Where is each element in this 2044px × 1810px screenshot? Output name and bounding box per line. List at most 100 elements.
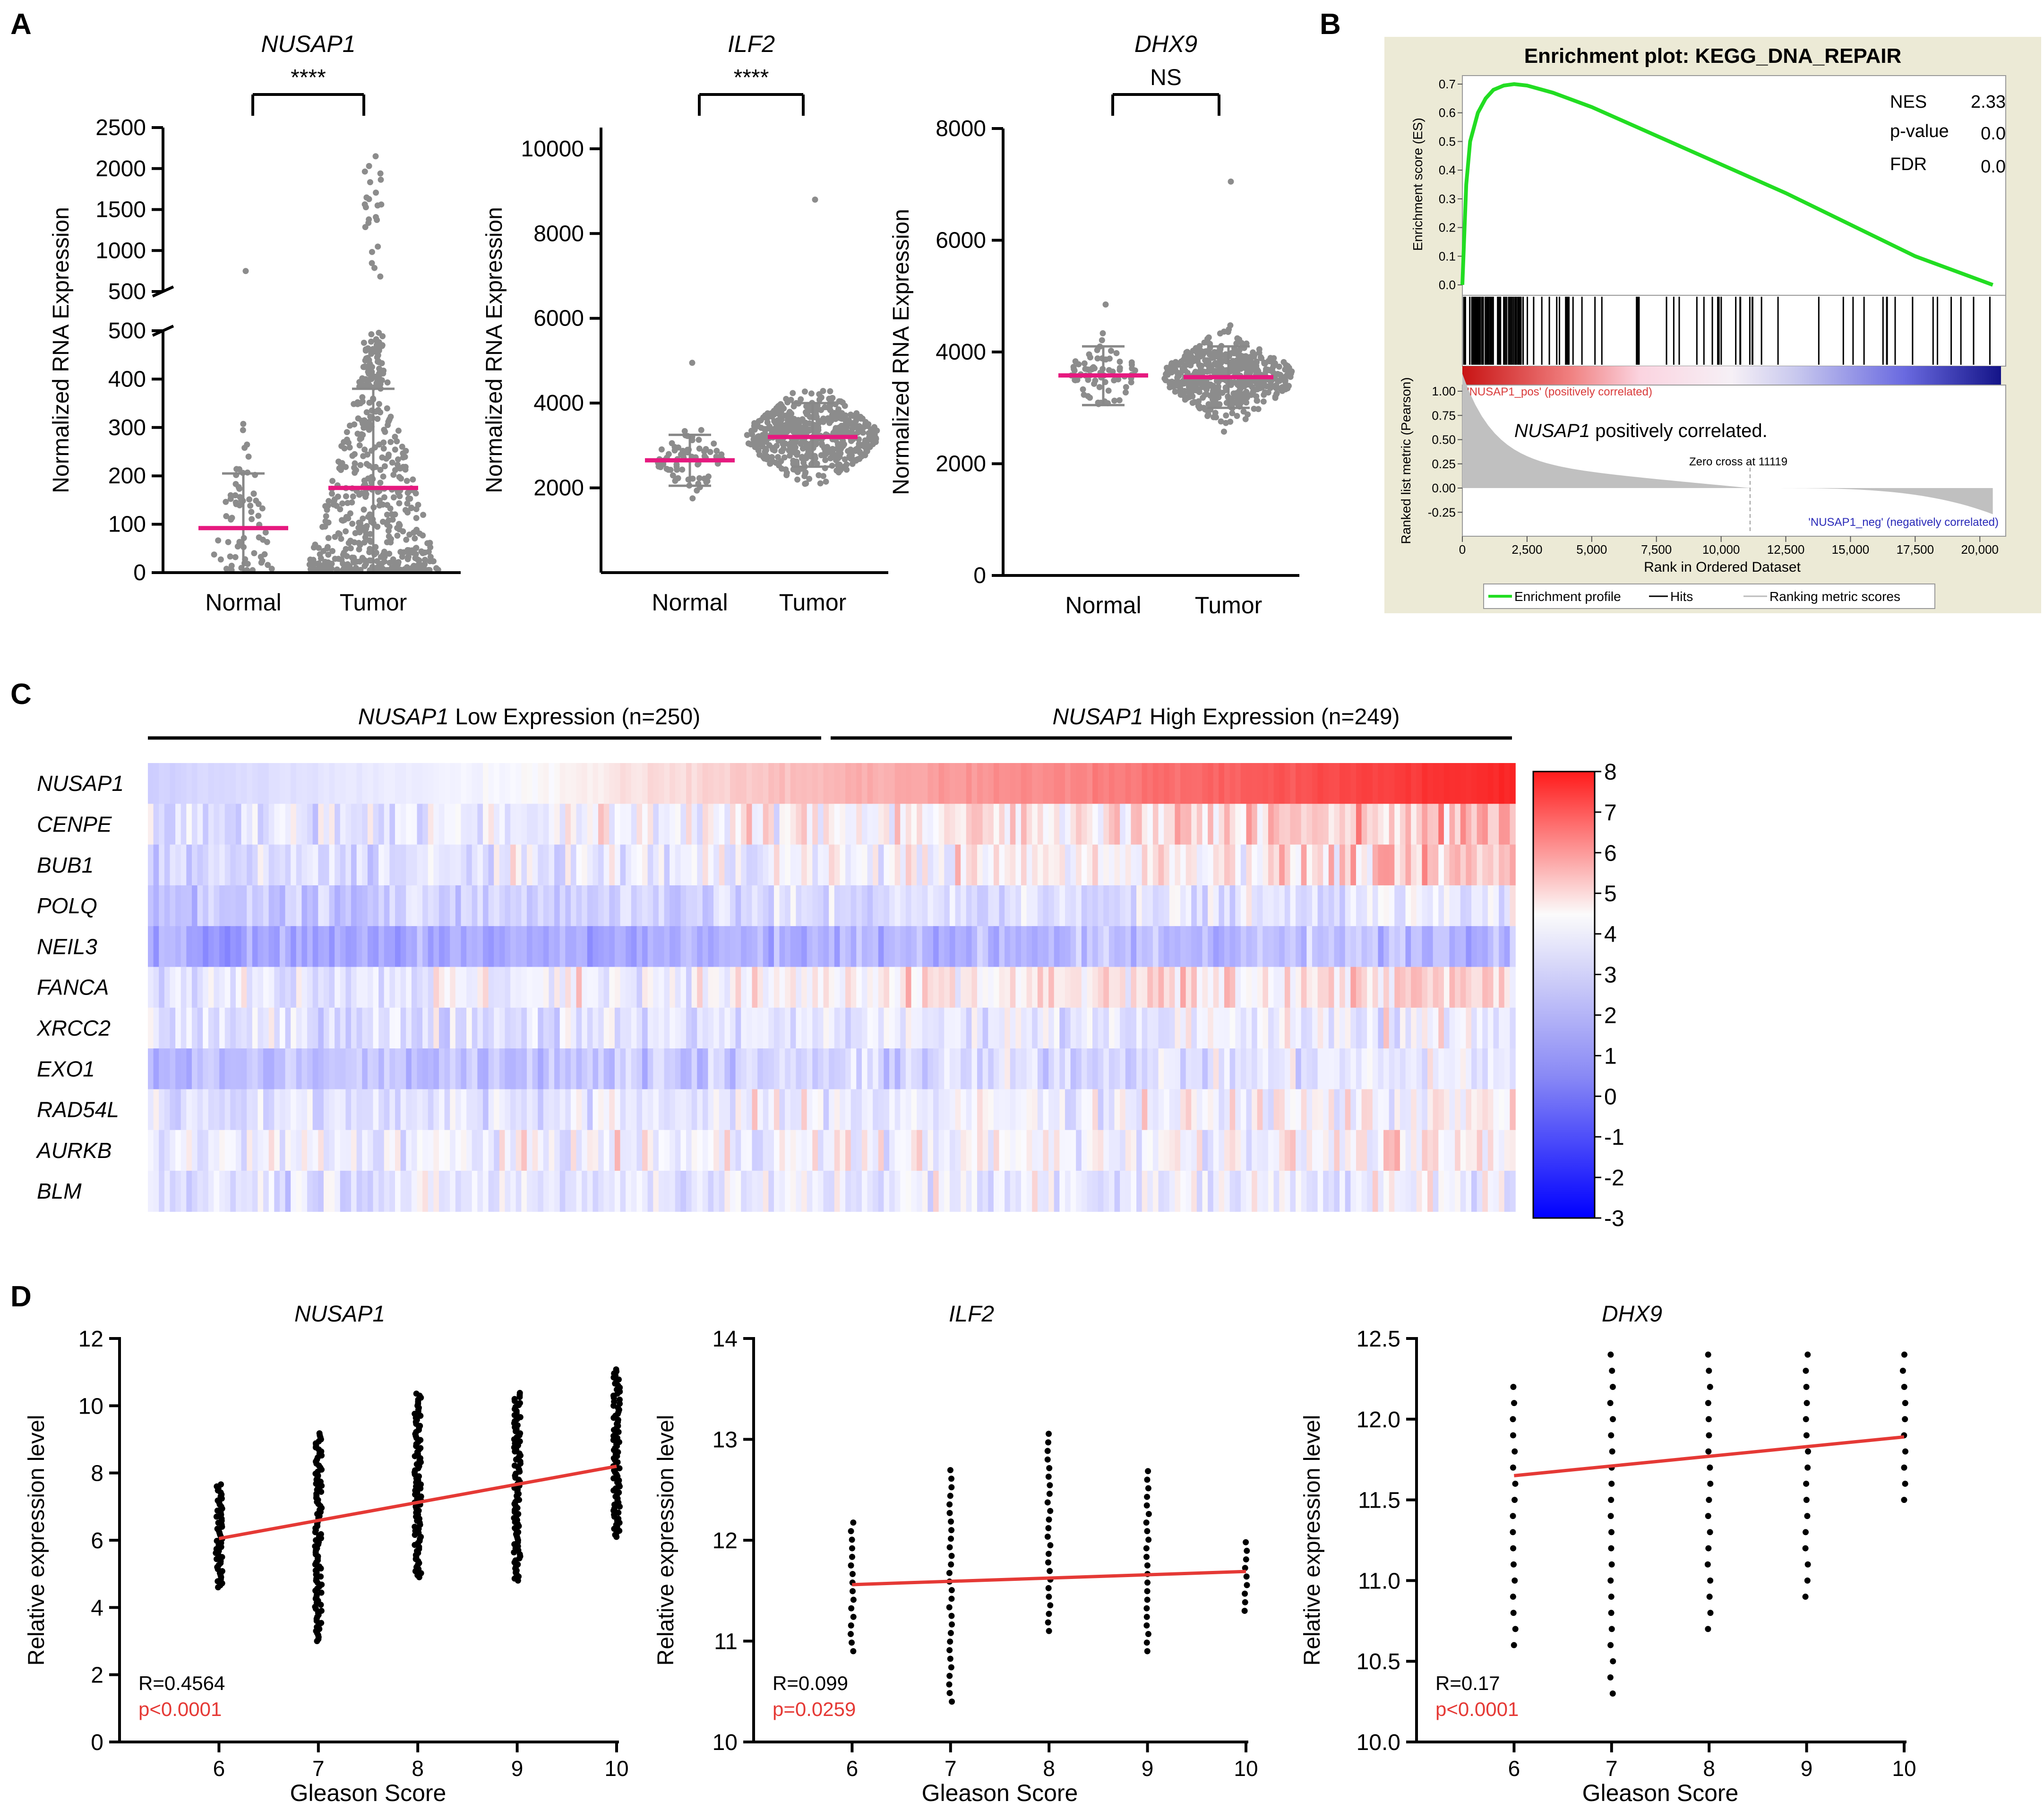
data-point — [347, 422, 353, 429]
heatmap-cell — [664, 1007, 670, 1049]
heatmap-cell — [691, 844, 698, 886]
data-point — [245, 453, 252, 460]
heatmap-cell — [538, 885, 544, 926]
data-point — [1205, 411, 1211, 418]
heatmap-cell — [823, 1089, 829, 1131]
heatmap-cell — [834, 967, 841, 1008]
heatmap-cell — [1152, 1048, 1159, 1089]
data-point — [387, 505, 394, 512]
heatmap-cell — [1262, 1089, 1269, 1131]
data-point — [227, 496, 234, 502]
data-point — [369, 249, 375, 255]
heatmap-cell — [653, 1171, 659, 1212]
heatmap-cell — [741, 804, 747, 845]
heatmap-cell — [1493, 844, 1499, 886]
heatmap-cell — [351, 1171, 357, 1212]
data-point — [1205, 401, 1212, 408]
data-point — [760, 454, 766, 460]
heatmap-cell — [982, 1130, 989, 1171]
heatmap-cell — [933, 1171, 939, 1212]
heatmap-cell — [1427, 885, 1434, 926]
heatmap-cell — [1185, 763, 1192, 804]
heatmap-cell — [378, 1171, 385, 1212]
row-label: AURKB — [35, 1138, 112, 1163]
heatmap-cell — [367, 1130, 374, 1171]
data-point — [1072, 377, 1078, 383]
heatmap-cell — [395, 763, 401, 804]
heatmap-cell — [1098, 1048, 1104, 1089]
heatmap-cell — [1108, 967, 1115, 1008]
heatmap-cell — [214, 926, 220, 968]
heatmap-cell — [1152, 1089, 1159, 1131]
heatmap-cell — [1367, 967, 1373, 1008]
heatmap-cell — [741, 844, 747, 886]
data-point — [1184, 361, 1191, 368]
data-point — [1176, 361, 1182, 368]
heatmap-cell — [1400, 1048, 1406, 1089]
heatmap-cell — [911, 1048, 917, 1089]
heatmap-cell — [582, 1048, 588, 1089]
heatmap-cell — [626, 1171, 632, 1212]
y-tick-label: 500 — [108, 279, 146, 304]
data-point — [341, 517, 348, 523]
heatmap-cell — [829, 1048, 835, 1089]
heatmap-cell — [466, 926, 472, 968]
heatmap-cell — [614, 1007, 621, 1049]
data-point — [762, 447, 769, 454]
heatmap-cell — [1092, 1007, 1099, 1049]
heatmap-cell — [335, 1007, 341, 1049]
heatmap-cell — [1510, 763, 1516, 804]
heatmap-cell — [329, 1048, 335, 1089]
heatmap-cell — [214, 1089, 220, 1131]
heatmap-cell — [291, 1130, 297, 1171]
heatmap-cell — [856, 844, 862, 886]
heatmap-cell — [1422, 844, 1428, 886]
heatmap-cell — [1312, 1048, 1318, 1089]
heatmap-cell — [675, 804, 681, 845]
data-point — [1080, 386, 1086, 393]
heatmap-cell — [691, 1130, 698, 1171]
heatmap-cell — [549, 844, 555, 886]
y-axis-label: Normalized RNA Expression — [889, 209, 914, 495]
heatmap-cell — [570, 926, 577, 968]
data-point — [1245, 411, 1251, 418]
heatmap-cell — [982, 1089, 989, 1131]
heatmap-cell — [1010, 926, 1016, 968]
heatmap-cell — [312, 885, 319, 926]
data-point — [794, 452, 800, 458]
heatmap-cell — [1340, 844, 1346, 886]
heatmap-cell — [499, 1130, 506, 1171]
data-point — [1189, 400, 1196, 406]
row-label: FANCA — [37, 975, 109, 1000]
data-point — [834, 440, 841, 447]
data-point — [369, 260, 375, 266]
heatmap-cell — [461, 763, 467, 804]
heatmap-cell — [1005, 1171, 1011, 1212]
heatmap-cell — [988, 763, 994, 804]
data-point — [241, 445, 248, 451]
heatmap-cell — [779, 1048, 786, 1089]
heatmap-cell — [884, 1089, 890, 1131]
heatmap-cell — [312, 926, 319, 968]
heatmap-cell — [1213, 967, 1220, 1008]
heatmap-cell — [191, 967, 198, 1008]
data-point — [381, 427, 387, 433]
y-tick-label: 0.6 — [1439, 106, 1456, 120]
data-point — [804, 440, 810, 447]
heatmap-cell — [1455, 926, 1461, 968]
heatmap-cell — [543, 1007, 550, 1049]
data-point — [821, 452, 828, 459]
heatmap-cell — [817, 804, 824, 845]
heatmap-cell — [351, 844, 357, 886]
heatmap-cell — [1493, 804, 1499, 845]
heatmap-cell — [438, 763, 445, 804]
gsea-annotation: NUSAP1 positively correlated. — [1514, 420, 1768, 441]
heatmap-cell — [159, 926, 165, 968]
heatmap-cell — [823, 1171, 829, 1212]
heatmap-cell — [400, 844, 407, 886]
heatmap-cell — [889, 1171, 895, 1212]
heatmap-cell — [570, 1130, 577, 1171]
heatmap-cell — [1252, 1089, 1258, 1131]
data-point — [412, 545, 419, 551]
heatmap-cell — [1262, 1048, 1269, 1089]
